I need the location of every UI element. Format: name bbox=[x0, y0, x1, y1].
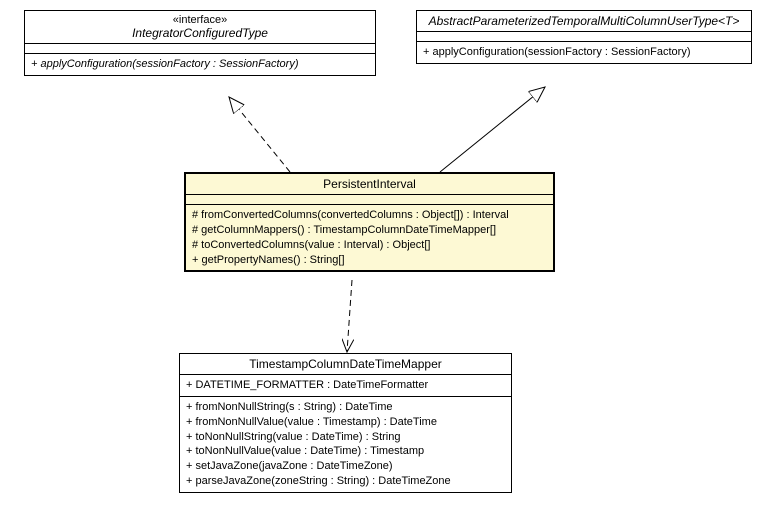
method: # fromConvertedColumns(convertedColumns … bbox=[192, 208, 547, 223]
method: # getColumnMappers() : TimestampColumnDa… bbox=[192, 223, 547, 238]
method: + toNonNullString(value : DateTime) : St… bbox=[186, 430, 505, 445]
class-abstract-parameterized: AbstractParameterizedTemporalMultiColumn… bbox=[416, 10, 752, 64]
class-integrator-configured-type: «interface» IntegratorConfiguredType + a… bbox=[24, 10, 376, 76]
methods-compartment: # fromConvertedColumns(convertedColumns … bbox=[186, 205, 553, 270]
class-name: AbstractParameterizedTemporalMultiColumn… bbox=[423, 14, 745, 28]
method: + fromNonNullValue(value : Timestamp) : … bbox=[186, 415, 505, 430]
methods-compartment: + applyConfiguration(sessionFactory : Se… bbox=[25, 54, 375, 75]
fields-compartment bbox=[25, 44, 375, 54]
method: + fromNonNullString(s : String) : DateTi… bbox=[186, 400, 505, 415]
method: + applyConfiguration(sessionFactory : Se… bbox=[31, 57, 369, 72]
method: + getPropertyNames() : String[] bbox=[192, 253, 547, 268]
class-name: IntegratorConfiguredType bbox=[31, 26, 369, 40]
class-persistent-interval: PersistentInterval # fromConvertedColumn… bbox=[184, 172, 555, 272]
edge-realization bbox=[229, 97, 290, 172]
class-name: TimestampColumnDateTimeMapper bbox=[186, 357, 505, 371]
method: + applyConfiguration(sessionFactory : Se… bbox=[423, 45, 745, 60]
methods-compartment: + applyConfiguration(sessionFactory : Se… bbox=[417, 42, 751, 63]
method: + setJavaZone(javaZone : DateTimeZone) bbox=[186, 459, 505, 474]
stereotype-label: «interface» bbox=[31, 14, 369, 26]
field: + DATETIME_FORMATTER : DateTimeFormatter bbox=[186, 378, 505, 393]
fields-compartment bbox=[186, 195, 553, 205]
method: + toNonNullValue(value : DateTime) : Tim… bbox=[186, 444, 505, 459]
method: # toConvertedColumns(value : Interval) :… bbox=[192, 238, 547, 253]
fields-compartment: + DATETIME_FORMATTER : DateTimeFormatter bbox=[180, 375, 511, 397]
methods-compartment: + fromNonNullString(s : String) : DateTi… bbox=[180, 397, 511, 492]
fields-compartment bbox=[417, 32, 751, 42]
class-name: PersistentInterval bbox=[192, 177, 547, 191]
edge-dependency bbox=[347, 280, 352, 352]
class-timestamp-mapper: TimestampColumnDateTimeMapper + DATETIME… bbox=[179, 353, 512, 493]
edge-generalization bbox=[440, 87, 545, 172]
method: + parseJavaZone(zoneString : String) : D… bbox=[186, 474, 505, 489]
